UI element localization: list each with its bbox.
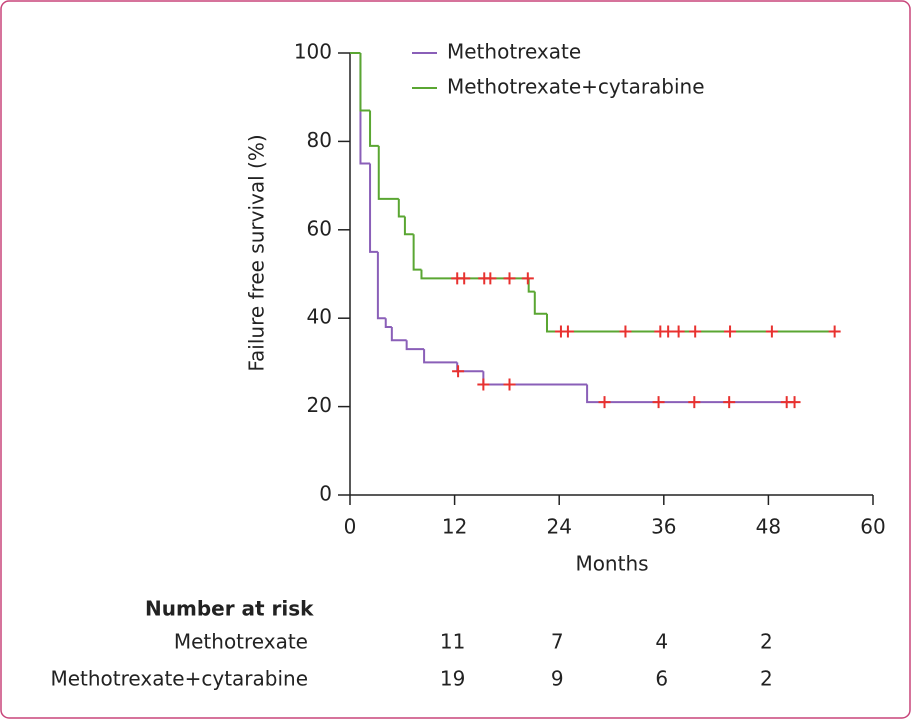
risk-count: 11 — [440, 630, 465, 654]
survival-step — [376, 251, 386, 320]
risk-count: 7 — [551, 630, 564, 654]
survival-step — [384, 318, 392, 329]
censor-mark — [503, 378, 516, 391]
risk-row-label: Methotrexate — [174, 630, 308, 654]
x-tick-label: 60 — [860, 515, 885, 539]
risk-count: 4 — [655, 630, 668, 654]
censor-mark — [598, 396, 611, 409]
censor-mark — [561, 325, 574, 338]
censor-mark — [672, 325, 685, 338]
survival-step — [405, 340, 425, 351]
censor-mark — [458, 272, 471, 285]
survival-step — [369, 163, 378, 253]
survival-step — [420, 269, 529, 280]
legend-label: Methotrexate+cytarabine — [447, 75, 705, 99]
y-tick-label: 40 — [307, 305, 332, 329]
censor-mark — [477, 378, 490, 391]
censor-mark — [484, 272, 497, 285]
censor-mark — [689, 325, 702, 338]
survival-step — [369, 110, 379, 147]
survival-step — [527, 278, 535, 293]
censor-mark — [688, 396, 701, 409]
x-axis-label: Months — [575, 552, 648, 576]
censor-mark — [652, 396, 665, 409]
censor-mark — [765, 325, 778, 338]
censor-mark — [503, 272, 516, 285]
censor-mark — [724, 325, 737, 338]
censor-mark — [619, 325, 632, 338]
survival-step — [456, 362, 484, 373]
censor-mark — [521, 272, 534, 285]
y-axis-label: Failure free survival (%) — [245, 134, 269, 371]
survival-step — [482, 371, 588, 386]
risk-count: 2 — [760, 630, 773, 654]
survival-step — [397, 198, 405, 218]
x-tick-label: 48 — [756, 515, 781, 539]
y-tick-label: 20 — [307, 393, 332, 417]
y-tick-label: 80 — [307, 128, 332, 152]
risk-row-label: Methotrexate+cytarabine — [50, 667, 308, 691]
survival-step — [412, 234, 422, 271]
censor-mark — [662, 325, 675, 338]
y-tick-label: 100 — [294, 40, 332, 64]
risk-title: Number at risk — [145, 597, 314, 621]
x-tick-label: 36 — [651, 515, 676, 539]
risk-count: 6 — [655, 667, 668, 691]
survival-step — [533, 291, 547, 315]
risk-count: 2 — [760, 667, 773, 691]
censor-mark — [828, 325, 841, 338]
survival-step — [423, 349, 458, 364]
y-tick-label: 60 — [307, 216, 332, 240]
survival-step — [403, 216, 414, 236]
x-tick-label: 0 — [344, 515, 357, 539]
risk-count: 19 — [440, 667, 465, 691]
censor-mark — [452, 365, 465, 378]
censor-mark — [788, 396, 801, 409]
survival-step — [359, 53, 371, 165]
survival-step — [359, 53, 371, 112]
legend-label: Methotrexate — [447, 40, 581, 64]
y-tick-label: 0 — [319, 482, 332, 506]
survival-step — [390, 327, 407, 342]
risk-count: 9 — [551, 667, 564, 691]
survival-step — [545, 313, 835, 333]
x-tick-label: 24 — [546, 515, 571, 539]
censor-mark — [723, 396, 736, 409]
survival-step — [377, 145, 399, 200]
survival-step — [586, 384, 795, 404]
x-tick-label: 12 — [442, 515, 467, 539]
